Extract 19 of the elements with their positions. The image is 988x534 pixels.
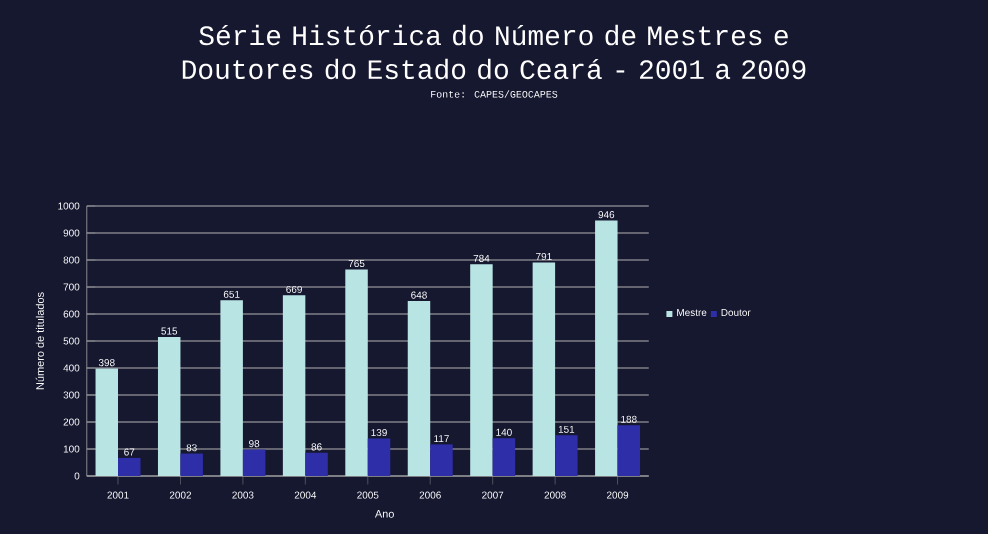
bar: [157, 336, 181, 476]
bar: [532, 262, 556, 476]
bar: [407, 301, 431, 476]
bar: [492, 438, 516, 476]
bar: [118, 457, 141, 476]
bar: [180, 453, 203, 476]
bar: [95, 368, 119, 476]
bar: [470, 264, 493, 476]
bar: [282, 295, 306, 476]
bar: [367, 438, 391, 476]
bar: [305, 452, 328, 476]
bar: [220, 300, 243, 476]
bar: [595, 220, 618, 476]
bar: [430, 444, 453, 476]
bar: [345, 269, 368, 476]
bar: [617, 425, 641, 476]
bar: [242, 449, 266, 476]
bar: [555, 435, 578, 476]
chart-title: Série Histórica do Número de Mestres e Doutores do Estado do Ceará - 2001 a 2009: [182, 24, 806, 80]
